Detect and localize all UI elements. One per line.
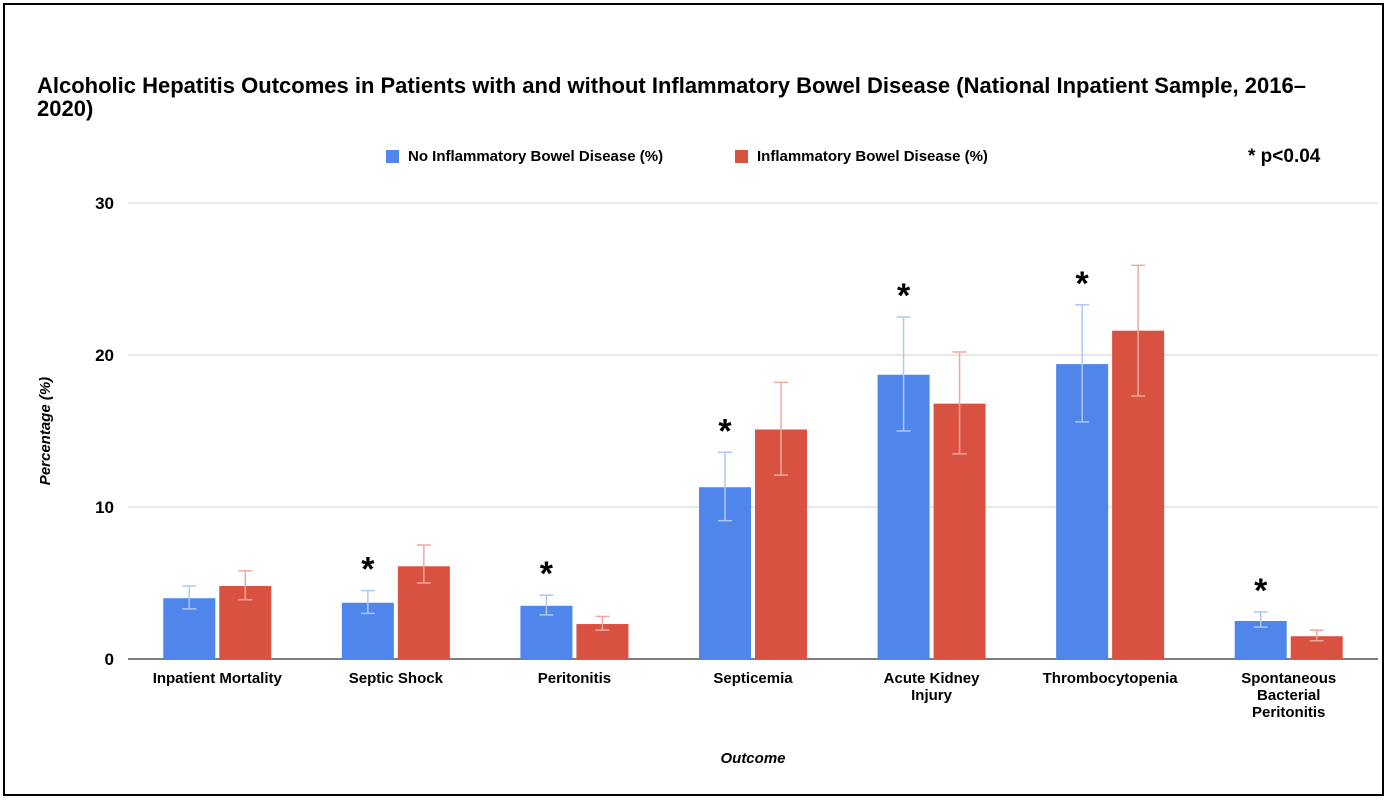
significance-asterisk: *	[718, 412, 732, 450]
category-label: Inpatient Mortality	[153, 670, 283, 687]
y-tick-label: 20	[95, 346, 114, 365]
legend-label-no-ibd: No Inflammatory Bowel Disease (%)	[408, 148, 664, 165]
legend-label-ibd: Inflammatory Bowel Disease (%)	[757, 148, 988, 165]
y-tick-label: 10	[95, 498, 114, 517]
category-label: Acute Kidney Injury	[884, 670, 981, 704]
y-tick-label: 0	[105, 650, 114, 669]
legend-swatch-no-ibd	[386, 150, 399, 163]
category-label: Peritonitis	[538, 670, 611, 687]
gridlines	[128, 202, 1378, 660]
legend-item-no-ibd: No Inflammatory Bowel Disease (%)	[386, 148, 663, 165]
legend-swatch-ibd	[735, 150, 748, 163]
y-tick-label: 30	[95, 194, 114, 213]
chart-legend: No Inflammatory Bowel Disease (%) Inflam…	[0, 148, 1390, 170]
category-label: Septicemia	[713, 670, 793, 687]
significance-asterisk: *	[540, 555, 554, 593]
significance-asterisk: *	[1254, 572, 1268, 610]
bar-ibd	[1290, 636, 1343, 659]
category-label: Spontaneous Bacterial Peritonitis	[1241, 670, 1336, 721]
significance-asterisk: *	[1076, 265, 1090, 303]
y-tick-labels: 0 10 20 30	[95, 194, 114, 669]
bars	[163, 330, 1343, 659]
chart-title: Alcoholic Hepatitis Outcomes in Patients…	[37, 73, 1306, 121]
significance-asterisk: *	[361, 551, 375, 589]
significance-markers: * * * * * *	[361, 265, 1268, 610]
significance-asterisk: *	[897, 277, 911, 315]
legend-item-ibd: Inflammatory Bowel Disease (%)	[735, 148, 988, 165]
x-axis-title: Outcome	[720, 750, 785, 767]
y-axis-title: Percentage (%)	[37, 377, 54, 485]
significance-note: * p<0.04	[1248, 146, 1321, 167]
error-bars	[182, 264, 1324, 642]
category-label: Septic Shock	[349, 670, 444, 687]
category-label: Thrombocytopenia	[1043, 670, 1179, 687]
category-labels: Inpatient Mortality Septic Shock Peritonit…	[153, 670, 1337, 721]
